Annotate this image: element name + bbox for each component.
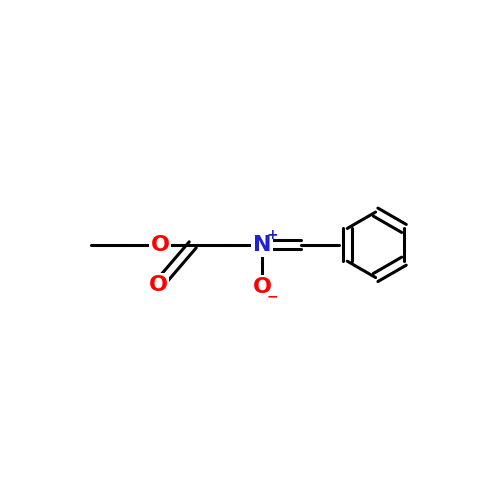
Text: O: O	[150, 235, 170, 255]
Text: +: +	[267, 228, 278, 242]
Text: N: N	[253, 235, 272, 255]
Text: O: O	[148, 275, 168, 295]
Text: O: O	[252, 277, 272, 297]
Text: −: −	[267, 290, 278, 304]
